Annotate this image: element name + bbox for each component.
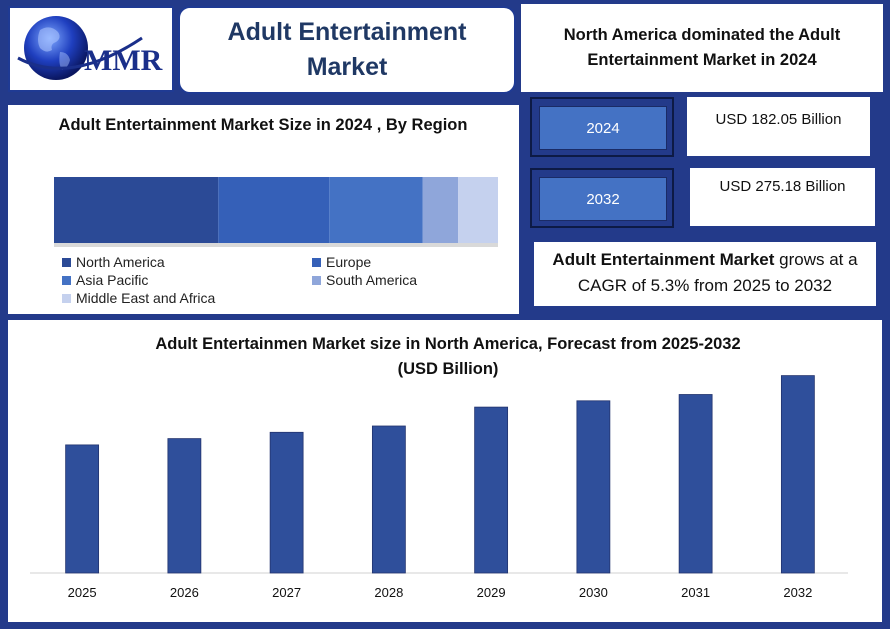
x-tick-label-2026: 2026 [170, 585, 199, 600]
cagr-market-name: Adult Entertainment Market [552, 250, 775, 269]
region-chart-title: Adult Entertainment Market Size in 2024 … [58, 116, 468, 134]
region-segment-asia-pacific [329, 177, 423, 243]
globe-logo-icon: MMR [17, 16, 163, 80]
cagr-text: grows at a CAGR of 5.3% from 2025 to 203… [577, 250, 858, 295]
x-tick-label-2027: 2027 [272, 585, 301, 600]
x-tick-label-2029: 2029 [477, 585, 506, 600]
logo: MMR [8, 6, 174, 92]
value-box-2032: USD 275.18 Billion [690, 168, 875, 226]
year-label-2032: 2032 [539, 177, 667, 221]
title-card: Adult Entertainment Market [178, 6, 516, 94]
legend-swatch [312, 275, 321, 285]
legend-label: Middle East and Africa [76, 290, 216, 306]
region-chart-panel: Adult Entertainment Market Size in 2024 … [8, 105, 519, 314]
region-segment-north-america [54, 177, 219, 243]
year-label-2024: 2024 [539, 106, 667, 150]
bar-2030 [576, 400, 611, 574]
bar-2027 [269, 431, 304, 574]
forecast-subtitle: (USD Billion) [397, 360, 499, 378]
legend-swatch [62, 293, 71, 303]
x-tick-label-2025: 2025 [68, 585, 97, 600]
value-2024: USD 182.05 Billion [715, 111, 842, 128]
region-segment-south-america [422, 177, 459, 243]
value-box-2024: USD 182.05 Billion [687, 97, 870, 156]
year-box-2032: 2032 [530, 168, 674, 228]
year-box-2024: 2024 [530, 97, 674, 157]
page-title: Adult Entertainment Market [227, 18, 467, 81]
region-segment-middle-east-and-africa [458, 177, 498, 243]
bar-2026 [167, 438, 202, 574]
x-tick-label-2028: 2028 [374, 585, 403, 600]
bar-2032 [780, 375, 815, 574]
value-2032: USD 275.18 Billion [719, 178, 846, 195]
bar-2025 [65, 444, 100, 574]
legend-swatch [62, 275, 71, 285]
forecast-chart-title: Adult Entertainmen Market size in North … [88, 332, 808, 382]
legend-item-middle-east-and-africa: Middle East and Africa [62, 289, 215, 307]
legend-label: North America [76, 254, 165, 270]
legend-swatch [62, 257, 71, 267]
legend-swatch [312, 257, 321, 267]
legend-item-asia-pacific: Asia Pacific [62, 271, 148, 289]
region-stacked-bar [54, 177, 498, 247]
legend-item-north-america: North America [62, 253, 165, 271]
x-tick-label-2030: 2030 [579, 585, 608, 600]
bar-2031 [678, 394, 713, 574]
x-tick-label-2031: 2031 [681, 585, 710, 600]
legend-item-south-america: South America [312, 271, 417, 289]
cagr-card: Adult Entertainment Market grows at a CA… [534, 242, 876, 306]
legend-item-europe: Europe [312, 253, 371, 271]
region-segment-europe [218, 177, 330, 243]
legend-label: Europe [326, 254, 372, 270]
legend-label: South America [326, 272, 418, 288]
legend-label: Asia Pacific [76, 272, 149, 288]
bar-2028 [371, 425, 406, 574]
stats-panel: 2024 USD 182.05 Billion 2032 USD 275.18 … [524, 93, 884, 316]
dominance-card: North America dominated the Adult Entert… [521, 4, 883, 92]
bar-2029 [474, 406, 509, 574]
forecast-bar-chart: 2025 2026 2027 2028 2029 2030 2031 2032 [30, 375, 848, 600]
dominance-note: North America dominated the Adult Entert… [563, 26, 841, 69]
stacked-bar-shadow [54, 243, 498, 247]
logo-text: MMR [84, 44, 163, 77]
forecast-chart-panel: Adult Entertainmen Market size in North … [8, 320, 882, 622]
x-tick-label-2032: 2032 [783, 585, 812, 600]
forecast-title-line: Adult Entertainmen Market size in North … [155, 335, 741, 353]
